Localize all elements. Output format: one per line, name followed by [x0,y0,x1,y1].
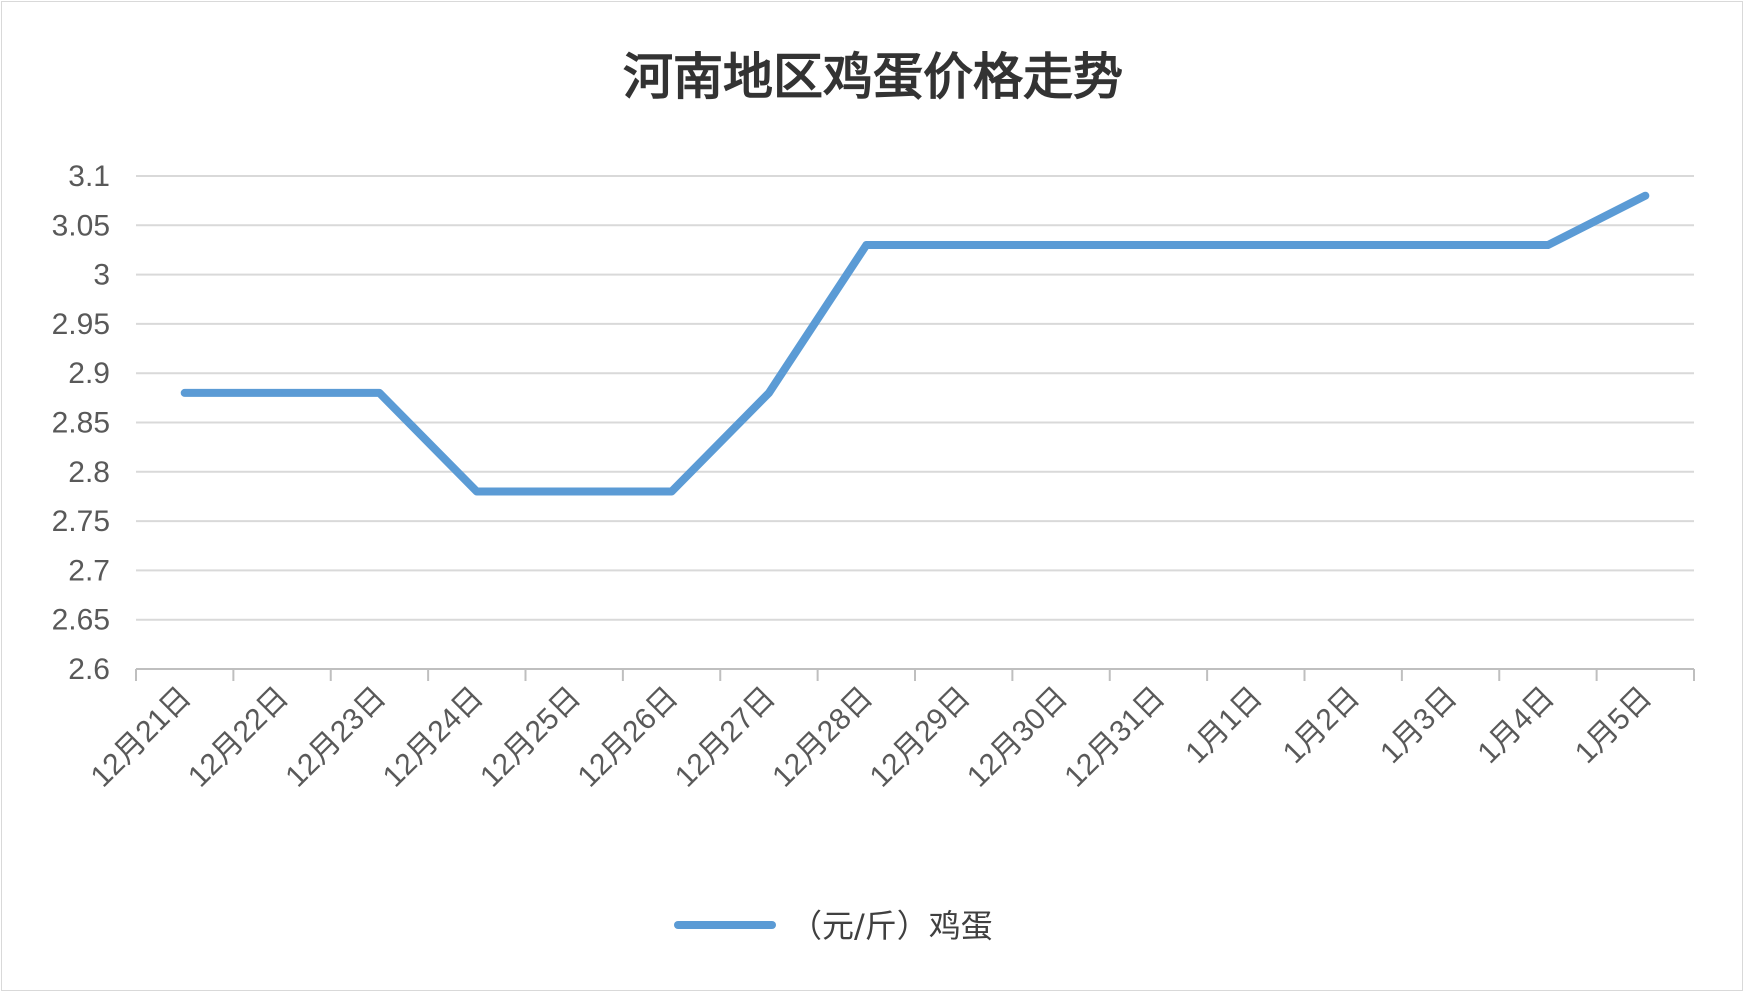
x-tick-label: 12月21日 [85,681,198,794]
legend: （元/斤）鸡蛋 [674,907,993,945]
series-line [180,191,1650,496]
data-point [670,490,673,493]
data-point [865,244,868,247]
y-tick-label: 2.8 [68,456,110,489]
x-tick-label: 1月3日 [1374,681,1463,770]
data-point [378,391,381,394]
y-tick-label: 3.05 [52,209,110,242]
x-tick-label: 12月25日 [474,681,587,794]
x-tick-label: 1月1日 [1179,681,1268,770]
y-tick-label: 2.65 [52,604,110,637]
y-tick-label: 2.95 [52,308,110,341]
data-point [1546,244,1549,247]
data-point [767,391,770,394]
data-point [1060,244,1063,247]
x-tick-label: 12月31日 [1058,681,1171,794]
y-tick-label: 2.6 [68,653,110,686]
y-tick-label: 3.1 [68,160,110,193]
data-point [573,490,576,493]
x-tick-label: 12月29日 [864,681,977,794]
x-tick-label: 12月27日 [669,681,782,794]
chart-title: 河南地区鸡蛋价格走势 [623,47,1123,106]
x-tick-label: 1月4日 [1472,681,1561,770]
x-tick-label: 12月28日 [766,681,879,794]
y-tick-label: 2.9 [68,357,110,390]
x-tick-label: 12月22日 [182,681,295,794]
y-tick-label: 2.75 [52,505,110,538]
data-point [475,490,478,493]
x-tick-label: 12月24日 [377,681,490,794]
data-point [1157,244,1160,247]
data-point [183,391,186,394]
y-tick-label: 3 [93,259,110,292]
data-point [1352,244,1355,247]
legend-label: （元/斤）鸡蛋 [790,907,993,945]
data-point [1449,244,1452,247]
x-tick-label: 12月30日 [961,681,1074,794]
data-point [281,391,284,394]
y-tick-label: 2.7 [68,554,110,587]
y-tick-label: 2.85 [52,407,110,440]
x-tick-label: 1月2日 [1277,681,1366,770]
x-tick-label: 12月23日 [279,681,392,794]
x-tick-label: 12月26日 [572,681,685,794]
data-point [1644,194,1647,197]
data-point [1254,244,1257,247]
x-tick-label: 1月5日 [1569,681,1658,770]
data-point [962,244,965,247]
